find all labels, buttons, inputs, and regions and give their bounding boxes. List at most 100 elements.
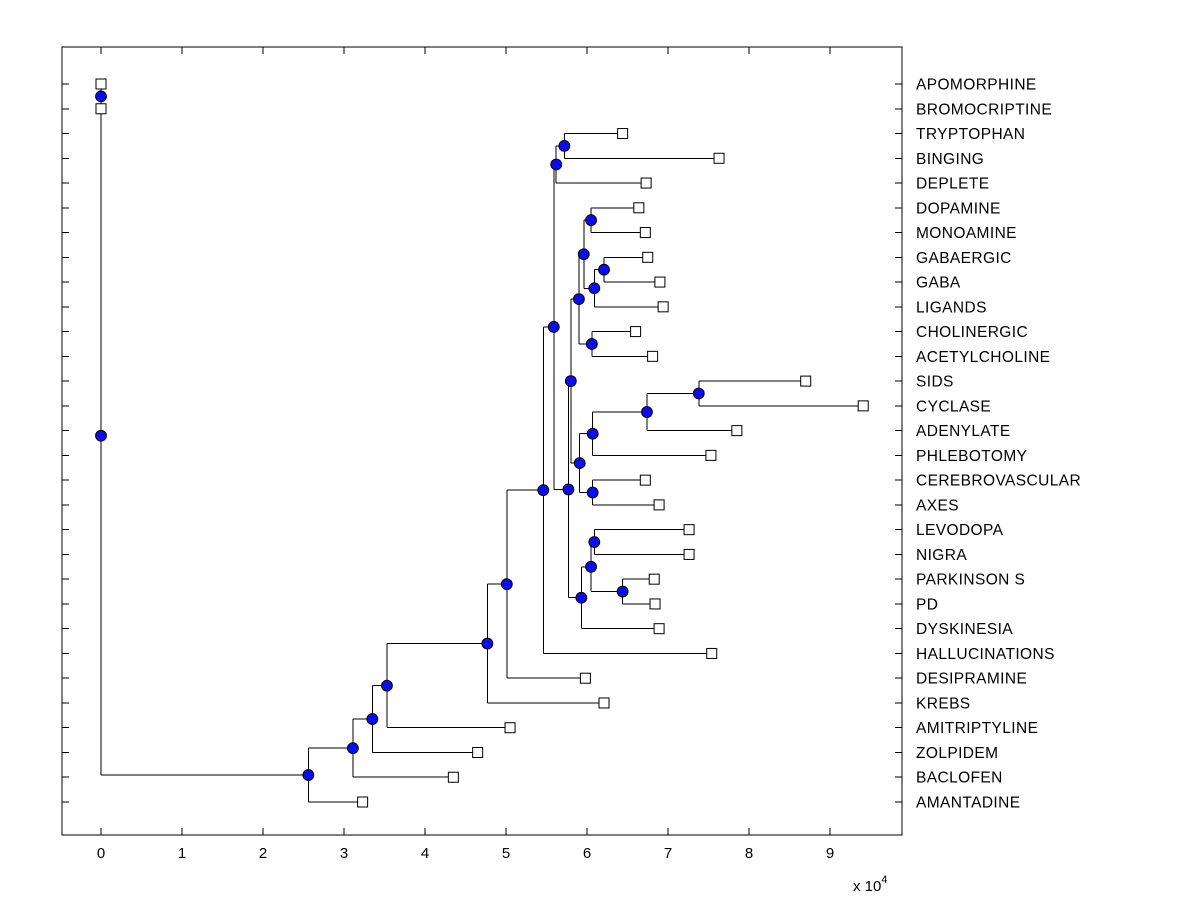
internal-node-marker xyxy=(588,536,601,548)
leaf-label: BACLOFEN xyxy=(916,770,1003,787)
leaf-node-marker xyxy=(683,548,695,560)
leaf-node-marker xyxy=(647,350,659,362)
leaf-label: NIGRA xyxy=(916,547,967,564)
internal-node-marker xyxy=(381,679,393,692)
leaf-label: DESIPRAMINE xyxy=(916,671,1027,688)
leaf-node-marker xyxy=(640,177,652,189)
leaf-node-marker xyxy=(705,449,717,461)
leaf-label: AMITRIPTYLINE xyxy=(916,720,1038,737)
leaf-node-marker xyxy=(649,598,661,610)
leaf-node-marker xyxy=(648,573,660,585)
leaf-label: AXES xyxy=(916,497,959,514)
leaf-node-marker xyxy=(683,524,695,536)
leaf-label: GABAERGIC xyxy=(916,250,1012,267)
internal-node-marker xyxy=(302,769,315,781)
leaf-label: MONOAMINE xyxy=(916,225,1017,242)
leaf-node-marker xyxy=(598,697,610,709)
leaf-node-marker xyxy=(653,499,665,511)
leaf-label: HALLUCINATIONS xyxy=(916,646,1055,663)
internal-node-marker xyxy=(562,483,575,496)
leaf-node-marker xyxy=(472,746,484,758)
internal-node-marker xyxy=(95,90,107,103)
internal-node-marker xyxy=(586,486,599,499)
internal-node-marker xyxy=(537,484,550,497)
leaf-node-marker xyxy=(654,276,666,288)
leaf-node-marker xyxy=(617,128,629,140)
internal-node-marker xyxy=(481,637,494,650)
leaf-node-marker xyxy=(657,301,669,313)
internal-node-marker xyxy=(550,158,563,171)
leaf-label: CYCLASE xyxy=(916,398,991,415)
leaf-node-marker xyxy=(447,771,459,783)
leaf-label: CEREBROVASCULAR xyxy=(916,473,1081,490)
x-tick-label: 3 xyxy=(340,845,348,862)
leaf-label: PHLEBOTOMY xyxy=(916,448,1027,465)
leaf-node-marker xyxy=(504,722,516,734)
leaf-node-marker xyxy=(713,152,725,164)
leaf-node-marker xyxy=(630,326,642,338)
leaf-node-marker xyxy=(95,103,107,115)
leaf-node-marker xyxy=(642,251,654,263)
internal-node-marker xyxy=(641,406,653,418)
internal-node-marker xyxy=(585,560,597,573)
internal-node-marker xyxy=(564,375,577,388)
internal-node-marker xyxy=(347,742,359,755)
internal-node-marker xyxy=(547,321,560,333)
leaf-label: ZOLPIDEM xyxy=(916,745,998,762)
internal-node-marker xyxy=(575,591,588,604)
x-tick-label: 5 xyxy=(502,845,510,862)
leaf-node-marker xyxy=(357,796,369,808)
leaf-node-marker xyxy=(653,623,665,635)
internal-node-marker xyxy=(692,387,705,400)
leaf-label: SIDS xyxy=(916,374,954,391)
internal-node-marker xyxy=(586,427,599,440)
leaf-label: AMANTADINE xyxy=(916,794,1020,811)
x-tick-label: 1 xyxy=(178,845,186,862)
leaf-node-marker xyxy=(639,227,651,239)
leaf-label: CHOLINERGIC xyxy=(916,324,1028,341)
internal-node-marker xyxy=(588,282,601,295)
leaf-node-marker xyxy=(706,647,718,659)
x-tick-label: 0 xyxy=(97,845,105,862)
internal-node-marker xyxy=(585,338,598,350)
internal-node-marker xyxy=(558,139,571,152)
leaf-label: APOMORPHINE xyxy=(916,77,1037,94)
leaf-label: DOPAMINE xyxy=(916,200,1001,217)
internal-node-marker xyxy=(577,248,590,261)
leaf-label: ACETYLCHOLINE xyxy=(916,349,1050,366)
leaf-label: DEPLETE xyxy=(916,176,989,193)
leaf-label: KREBS xyxy=(916,695,971,712)
leaf-node-marker xyxy=(857,400,869,412)
leaf-node-marker xyxy=(639,474,651,486)
leaf-label: PD xyxy=(916,596,938,613)
x-tick-label: 7 xyxy=(664,845,672,862)
x-tick-label: 9 xyxy=(826,845,834,862)
leaf-label: LIGANDS xyxy=(916,299,987,316)
axis-exponent-label: x 104 xyxy=(853,874,887,895)
leaf-label: BINGING xyxy=(916,151,984,168)
leaf-label: LEVODOPA xyxy=(916,522,1004,539)
internal-node-marker xyxy=(500,578,513,591)
x-tick-label: 2 xyxy=(259,845,267,862)
leaf-node-marker xyxy=(95,78,107,90)
leaf-label: ADENYLATE xyxy=(916,423,1011,440)
leaf-node-marker xyxy=(731,425,743,437)
leaf-label: DYSKINESIA xyxy=(916,621,1013,638)
internal-node-marker xyxy=(598,263,610,276)
leaf-node-marker xyxy=(633,202,645,214)
plot-box xyxy=(61,46,903,836)
internal-node-marker xyxy=(573,293,585,305)
x-tick-label: 4 xyxy=(421,845,429,862)
leaf-label: PARKINSON S xyxy=(916,572,1025,589)
internal-node-marker xyxy=(573,457,586,470)
leaf-node-marker xyxy=(579,672,591,684)
internal-node-marker xyxy=(616,585,629,598)
leaf-label: BROMOCRIPTINE xyxy=(916,101,1052,118)
leaf-node-marker xyxy=(800,375,812,387)
internal-node-marker xyxy=(95,429,107,442)
x-tick-label: 8 xyxy=(745,845,753,862)
internal-node-marker xyxy=(585,214,597,227)
